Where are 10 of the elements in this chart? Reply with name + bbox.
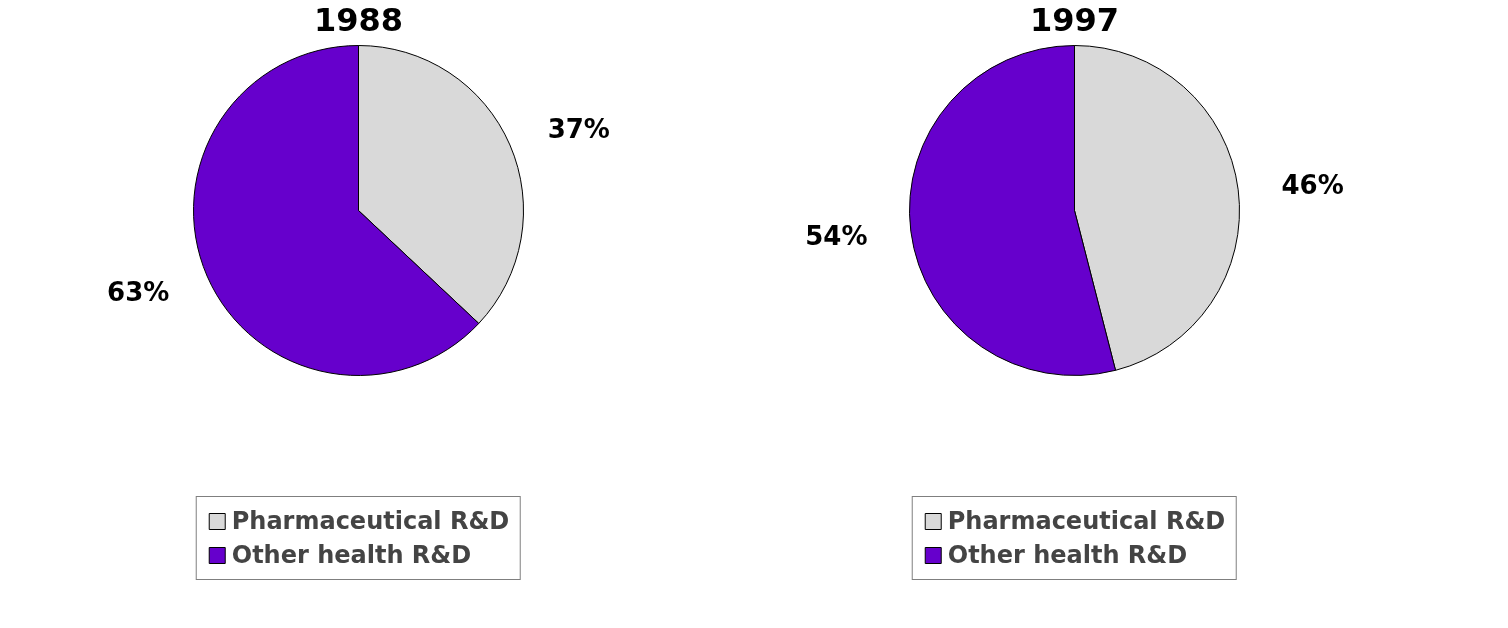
chart-title: 1997 [1029, 0, 1120, 39]
data-label: 37% [547, 114, 610, 145]
legend-label: Pharmaceutical R&D [947, 507, 1226, 535]
chart-title: 1988 [313, 0, 404, 39]
legend-label: Other health R&D [947, 541, 1188, 569]
legend-label: Other health R&D [231, 541, 472, 569]
legend-label: Pharmaceutical R&D [231, 507, 510, 535]
data-label: 46% [1281, 169, 1344, 200]
data-label: 54% [805, 221, 868, 252]
data-label: 63% [107, 276, 170, 307]
